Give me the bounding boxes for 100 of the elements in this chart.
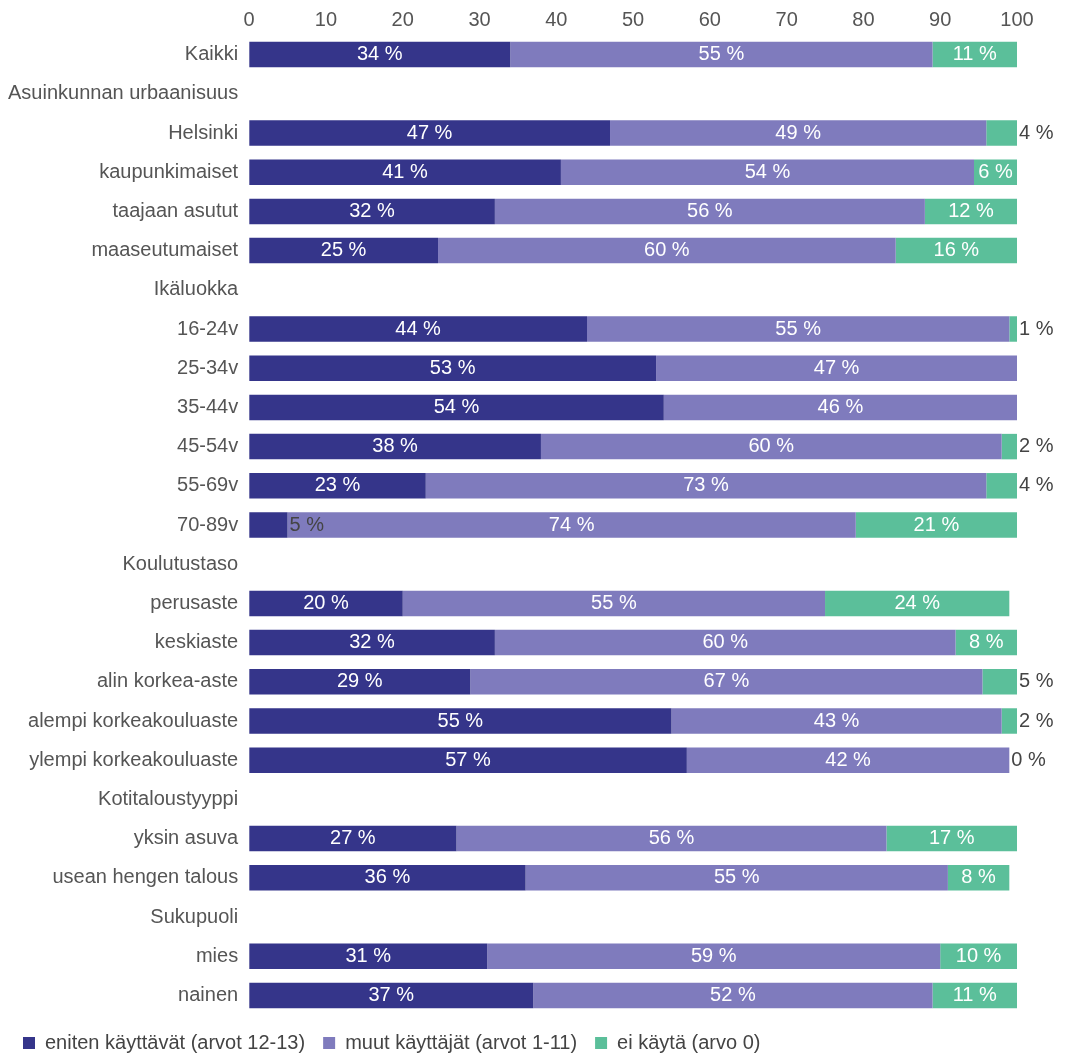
bar — [249, 198, 495, 225]
data-label: 12 % — [948, 198, 994, 221]
y-tick-label: nainen — [178, 982, 239, 1005]
data-label: 54 % — [433, 394, 480, 417]
data-label: 55 % — [775, 316, 822, 339]
bar — [287, 512, 856, 538]
y-tick-label: taajaan asutut — [112, 198, 239, 221]
bar — [686, 747, 1010, 773]
data-label: 31 % — [345, 943, 392, 966]
y-tick-label: kaupunkimaiset — [99, 159, 239, 182]
data-label: 11 % — [952, 42, 998, 65]
bar — [249, 825, 457, 852]
data-label: 32 % — [349, 198, 396, 221]
bar — [249, 41, 511, 68]
bar — [249, 669, 471, 695]
y-tick-label: usean hengen talous — [52, 865, 239, 888]
bar — [855, 512, 1017, 538]
y-tick-label: maaseutumaiset — [91, 238, 239, 261]
data-label: 20 % — [303, 590, 349, 613]
data-label: 60 % — [748, 434, 795, 457]
legend-label: muut käyttäjät (arvot 1-11) — [345, 1030, 578, 1053]
data-label: 11 % — [952, 982, 998, 1005]
y-tick-label: 45-54v — [177, 434, 239, 457]
bar — [249, 473, 426, 499]
x-tick-label: 60 — [698, 7, 721, 30]
bar — [249, 943, 488, 969]
y-tick-label: ylempi korkeakouluaste — [29, 747, 239, 770]
bar — [540, 433, 1002, 460]
bar — [249, 394, 664, 421]
data-label: 0 % — [1011, 747, 1046, 770]
data-label: 56 % — [648, 826, 695, 849]
bar — [249, 433, 541, 460]
y-tick-label: 70-89v — [177, 512, 239, 535]
data-label: 24 % — [894, 590, 941, 613]
bar — [533, 982, 933, 1009]
data-label: 55 % — [437, 708, 484, 731]
y-tick-label: yksin asuva — [133, 826, 240, 849]
x-tick-label: 50 — [621, 7, 645, 30]
data-label: 47 % — [813, 355, 860, 378]
bar — [525, 865, 948, 891]
bar — [249, 629, 495, 656]
data-label: 4 % — [1019, 120, 1054, 143]
data-label: 37 % — [368, 982, 415, 1005]
data-label: 46 % — [817, 394, 864, 417]
data-label: 59 % — [690, 943, 737, 966]
bar — [1009, 316, 1017, 342]
legend-label: eniten käyttävät (arvot 12-13) — [45, 1030, 306, 1053]
data-label: 16 % — [933, 238, 980, 261]
data-label: 44 % — [395, 316, 442, 339]
data-label: 57 % — [445, 747, 491, 770]
y-tick-label: 35-44v — [177, 394, 239, 417]
bar — [494, 629, 956, 656]
bar — [663, 394, 1017, 421]
y-tick-label: perusaste — [150, 590, 239, 613]
bar — [610, 120, 987, 146]
data-label: 8 % — [961, 865, 997, 888]
y-tick-label: 25-34v — [177, 355, 239, 378]
data-label: 27 % — [330, 826, 376, 849]
y-tick-label: Kaikki — [184, 42, 239, 65]
data-label: 23 % — [314, 473, 361, 496]
bar — [487, 943, 941, 969]
x-tick-label: 80 — [852, 7, 875, 30]
data-label: 47 % — [406, 120, 453, 143]
data-label: 5 % — [289, 512, 325, 535]
bar — [438, 237, 896, 264]
data-label: 41 % — [382, 159, 429, 182]
y-tick-label: Asuinkunnan urbaanisuus — [7, 81, 239, 104]
bar — [886, 825, 1017, 852]
data-label: 43 % — [813, 708, 860, 731]
data-label: 17 % — [928, 826, 975, 849]
bar — [425, 473, 987, 499]
data-label: 25 % — [320, 238, 367, 261]
bar — [402, 590, 826, 617]
x-tick-label: 30 — [468, 7, 491, 30]
data-label: 60 % — [702, 630, 749, 653]
data-label: 55 % — [698, 42, 745, 65]
data-label: 29 % — [336, 669, 383, 692]
data-label: 6 % — [978, 159, 1013, 182]
y-tick-label: Helsinki — [168, 120, 239, 143]
bar — [587, 316, 1010, 342]
y-tick-label: Koulutustaso — [122, 551, 239, 574]
bar — [470, 669, 983, 695]
data-label: 55 % — [591, 590, 637, 613]
data-label: 2 % — [1019, 434, 1054, 457]
data-label: 5 % — [1019, 669, 1054, 692]
data-label: 54 % — [744, 159, 791, 182]
bar — [249, 159, 561, 185]
data-label: 10 % — [955, 943, 1002, 966]
x-tick-label: 90 — [929, 7, 952, 30]
legend-label: ei käytä (arvo 0) — [617, 1030, 761, 1053]
data-label: 56 % — [687, 198, 733, 221]
y-tick-label: Sukupuoli — [150, 904, 239, 927]
y-tick-label: 55-69v — [177, 473, 239, 496]
data-label: 21 % — [913, 512, 960, 535]
data-label: 67 % — [703, 669, 750, 692]
bar — [249, 590, 403, 617]
bar — [249, 355, 657, 381]
bar — [656, 355, 1017, 381]
x-tick-label: 40 — [545, 7, 568, 30]
x-tick-label: 10 — [314, 7, 338, 30]
